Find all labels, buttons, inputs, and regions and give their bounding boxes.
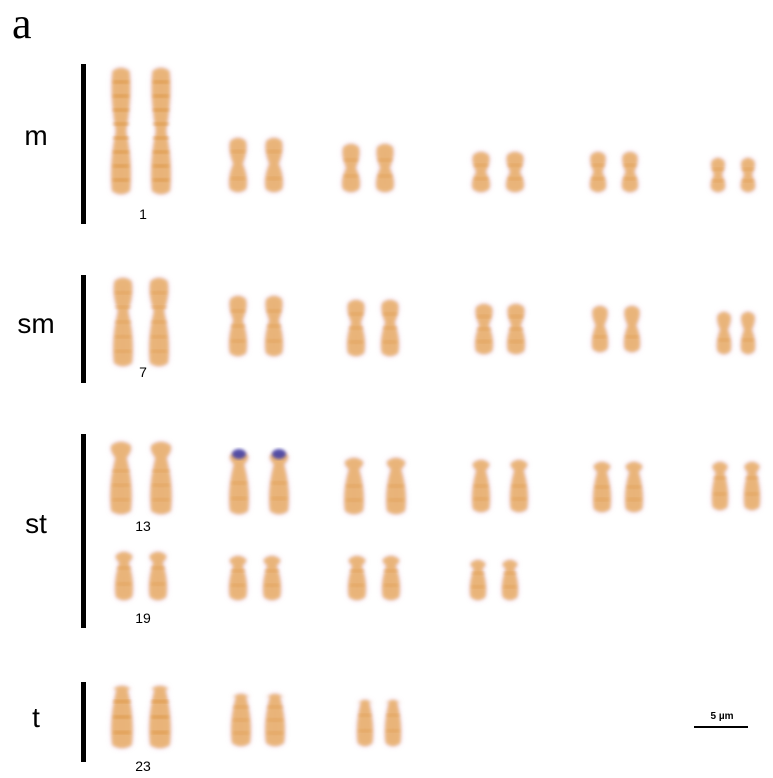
chromosome-5b — [622, 152, 638, 192]
chromosome-1b — [151, 68, 171, 194]
chromosome-12b — [741, 312, 755, 354]
chromosome-19b — [149, 552, 167, 600]
pair-number-13: 13 — [135, 518, 151, 534]
chromosome-6b — [741, 158, 755, 192]
group-bar-sm — [81, 275, 86, 383]
chromosome-8b — [265, 296, 283, 356]
chromosome-12a — [717, 312, 731, 354]
chromosome-9a — [347, 300, 365, 356]
chromosome-2a — [229, 138, 247, 192]
chromosome-5a — [590, 152, 606, 192]
chromosome-18b — [744, 462, 760, 510]
chromosome-21a — [348, 556, 366, 600]
chromosome-24b — [265, 694, 285, 746]
chromosome-18a — [712, 462, 728, 510]
chromosome-20b — [263, 556, 281, 600]
chromosome-24a — [231, 694, 251, 746]
chromosome-17b — [625, 462, 643, 512]
group-bar-t — [81, 682, 86, 762]
chromosome-7b — [149, 278, 169, 366]
scale-bar-label: 5 µm — [710, 711, 734, 722]
chromosome-11a — [592, 306, 608, 352]
chromosome-15a — [344, 458, 364, 514]
chromosome-13a — [110, 442, 132, 514]
chromosome-25a — [357, 700, 373, 746]
chromosome-14a — [229, 449, 249, 514]
panel-label: a — [12, 0, 32, 48]
chromosome-6a — [711, 158, 725, 192]
chromosome-15b — [386, 458, 406, 514]
chromosome-4a — [472, 152, 490, 192]
group-label-sm: sm — [17, 308, 55, 339]
chromosome-22a — [470, 560, 486, 600]
chromosome-16b — [510, 460, 528, 512]
chromosome-21b — [382, 556, 400, 600]
group-bar-st — [81, 434, 86, 628]
chromosome-14b — [269, 449, 289, 514]
chromosome-3b — [376, 144, 394, 192]
chromosome-22b — [502, 560, 518, 600]
group-label-m: m — [24, 120, 48, 151]
chromosome-1a — [111, 68, 131, 194]
chromosome-25b — [385, 700, 401, 746]
chromosome-10a — [475, 304, 493, 354]
chromosome-23b — [149, 686, 171, 748]
group-bar-m — [81, 64, 86, 224]
group-label-t: t — [32, 702, 40, 733]
chromosome-8a — [229, 296, 247, 356]
chromosome-17a — [593, 462, 611, 512]
chromosome-3a — [342, 144, 360, 192]
pair-number-7: 7 — [139, 364, 147, 380]
chromosome-11b — [624, 306, 640, 352]
chromosome-20a — [229, 556, 247, 600]
chromosome-4b — [506, 152, 524, 192]
group-label-st: st — [25, 508, 47, 539]
chromosome-10b — [507, 304, 525, 354]
pair-number-23: 23 — [135, 758, 151, 774]
chromosome-19a — [115, 552, 133, 600]
chromosome-2b — [265, 138, 283, 192]
chromosome-16a — [472, 460, 490, 512]
pair-number-1: 1 — [139, 206, 147, 222]
chromosome-7a — [113, 278, 133, 366]
scale-bar-line — [694, 726, 748, 728]
chromosome-23a — [111, 686, 133, 748]
pair-number-19: 19 — [135, 610, 151, 626]
chromosome-13b — [150, 442, 172, 514]
chromosome-9b — [381, 300, 399, 356]
